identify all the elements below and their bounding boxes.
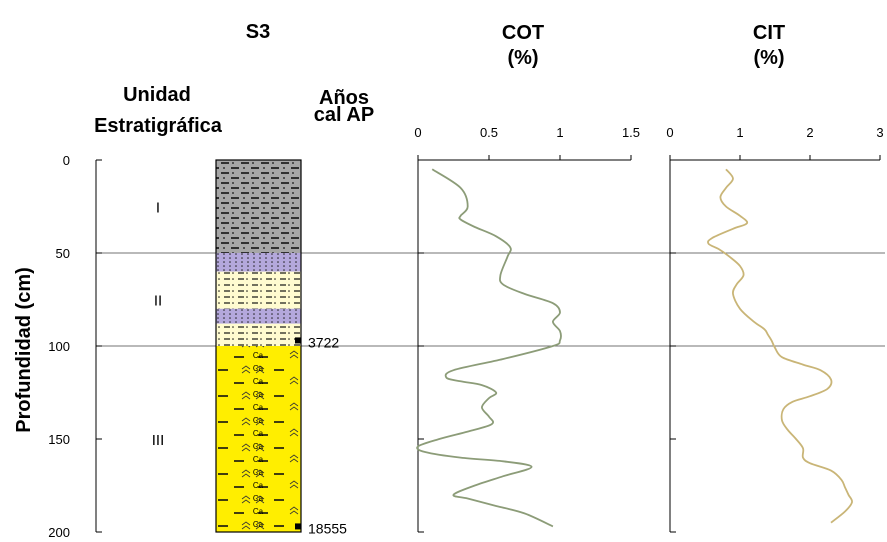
calcium-label: Ca [253,364,264,373]
calcium-label: Ca [253,481,264,490]
calcium-label: Ca [253,507,264,516]
depth-tick-label: 200 [48,525,70,540]
calcium-label: Ca [253,455,264,464]
age-marker [295,523,301,530]
depth-axis: 0 50 100 150 200 [48,153,102,540]
lithology-pattern [216,323,301,346]
cit-panel: 0 1 2 3 [666,125,884,533]
cit-x-tick-label: 1 [736,125,743,140]
age-marker [295,337,301,344]
cit-profile-line [707,168,853,524]
lithology-pattern [216,253,301,272]
cot-panel: 0 0.5 1 1.5 [414,125,640,533]
calcium-label: Ca [253,494,264,503]
cot-x-tick-label: 0 [414,125,421,140]
cit-x-tick-label: 2 [806,125,813,140]
age-label: 18555 [308,520,347,536]
cot-title-line1: COT [502,22,544,44]
cot-profile-line [416,168,562,528]
calcium-label: Ca [253,403,264,412]
unit-header-line1: Unidad [123,84,191,106]
cit-x-tick-label: 0 [666,125,673,140]
cot-title-line2: (%) [507,47,538,69]
calcium-label: Ca [253,416,264,425]
age-markers: 3722 18555 [295,334,347,536]
cit-x-tick-label: 3 [876,125,883,140]
ages-header-line2: cal AP [314,104,374,126]
core-title: S3 [246,21,270,43]
depth-tick-label: 150 [48,432,70,447]
y-axis-label: Profundidad (cm) [13,267,35,433]
cit-title-line2: (%) [753,47,784,69]
cot-x-tick-label: 1.5 [622,125,640,140]
calcium-label: Ca [253,429,264,438]
calcium-label: Ca [253,390,264,399]
cit-title-line1: CIT [753,22,785,44]
calcium-label: Ca [253,351,264,360]
lithology-pattern [216,160,301,253]
cot-x-tick-label: 0.5 [480,125,498,140]
ages-header-line1: Años [319,87,369,109]
calcium-label: Ca [253,442,264,451]
lithology-pattern [216,271,301,309]
depth-tick-label: 50 [56,246,70,261]
age-label: 3722 [308,334,339,350]
lithology-column: Ca Ca Ca Ca Ca Ca Ca Ca Ca Ca Ca Ca Ca Ca [215,159,302,533]
unit-header-line2: Estratigráfica [94,115,223,137]
calcium-label: Ca [253,468,264,477]
lithology-pattern [216,308,301,324]
lithology-pattern [216,346,301,532]
depth-tick-label: 0 [63,153,70,168]
calcium-label: Ca [253,377,264,386]
unit-label: I [156,200,160,217]
unit-label: II [154,293,162,310]
lithology-column-border [215,159,302,533]
unit-label: III [152,432,165,449]
cot-x-tick-label: 1 [556,125,563,140]
calcium-label: Ca [253,520,264,529]
depth-tick-label: 100 [48,339,70,354]
